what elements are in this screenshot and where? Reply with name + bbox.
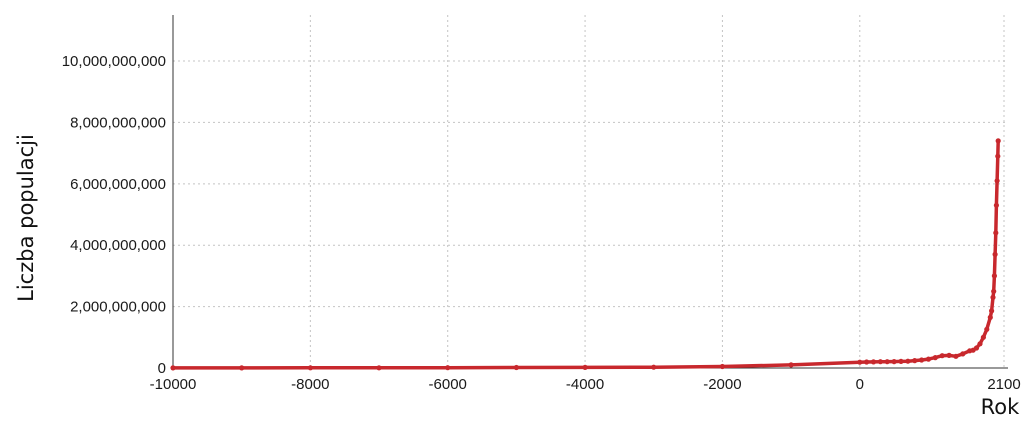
data-point xyxy=(307,365,313,371)
data-point xyxy=(864,359,870,365)
data-point xyxy=(939,353,945,359)
data-point xyxy=(989,308,995,314)
data-point xyxy=(919,357,925,363)
data-point xyxy=(170,365,176,371)
data-point xyxy=(990,294,996,300)
data-point xyxy=(925,356,932,362)
data-point xyxy=(993,230,999,236)
data-point xyxy=(788,362,794,368)
data-point xyxy=(582,364,588,370)
data-point xyxy=(857,359,863,365)
x-axis-title: Rok xyxy=(981,395,1020,419)
data-point xyxy=(884,359,890,365)
data-point xyxy=(991,273,998,279)
x-tick-label: -6000 xyxy=(429,376,467,393)
data-point xyxy=(993,202,1000,208)
data-point xyxy=(719,363,726,370)
x-tick-label: -8000 xyxy=(291,376,329,393)
data-point xyxy=(912,358,918,364)
x-tick-label: -4000 xyxy=(566,376,604,393)
data-point xyxy=(991,288,997,294)
data-point xyxy=(513,364,520,371)
data-point xyxy=(992,251,998,257)
x-tick-label: -2000 xyxy=(703,376,741,393)
data-point xyxy=(973,345,980,351)
data-point xyxy=(445,365,451,371)
grid-lines xyxy=(173,15,1008,368)
data-point xyxy=(994,178,1000,184)
y-tick-label: 10,000,000,000 xyxy=(62,53,166,70)
data-point xyxy=(960,351,966,357)
data-point xyxy=(987,314,993,320)
data-point xyxy=(891,359,897,365)
data-point xyxy=(877,359,884,365)
data-point xyxy=(376,365,382,371)
x-tick-label: 0 xyxy=(856,376,864,393)
data-point xyxy=(953,353,959,359)
y-tick-label: 8,000,000,000 xyxy=(70,114,166,131)
data-point xyxy=(977,341,983,347)
population-line xyxy=(171,139,1000,370)
y-tick-label: 6,000,000,000 xyxy=(70,176,166,193)
data-point xyxy=(984,326,990,332)
data-point xyxy=(980,334,987,340)
x-tick-label: 2100 xyxy=(987,376,1020,393)
y-tick-labels: 0 2,000,000,000 4,000,000,000 6,000,000,000… xyxy=(62,53,166,377)
y-tick-label: 2,000,000,000 xyxy=(70,299,166,316)
data-point xyxy=(995,138,1001,144)
data-point xyxy=(932,355,938,361)
axes xyxy=(172,15,1008,369)
data-point xyxy=(651,364,657,370)
data-point xyxy=(898,358,904,364)
data-point xyxy=(905,358,911,364)
y-tick-label: 0 xyxy=(158,360,166,377)
y-tick-label: 4,000,000,000 xyxy=(70,237,166,254)
data-point xyxy=(870,359,877,365)
data-point xyxy=(239,365,245,371)
x-tick-label: -10000 xyxy=(150,376,197,393)
series-layer xyxy=(170,138,1001,371)
x-tick-labels: -10000 -8000 -6000 -4000 -2000 0 2100 xyxy=(150,376,1021,393)
data-point xyxy=(946,352,952,358)
data-point xyxy=(995,153,1001,159)
y-axis-title: Liczba populacji xyxy=(14,134,38,302)
